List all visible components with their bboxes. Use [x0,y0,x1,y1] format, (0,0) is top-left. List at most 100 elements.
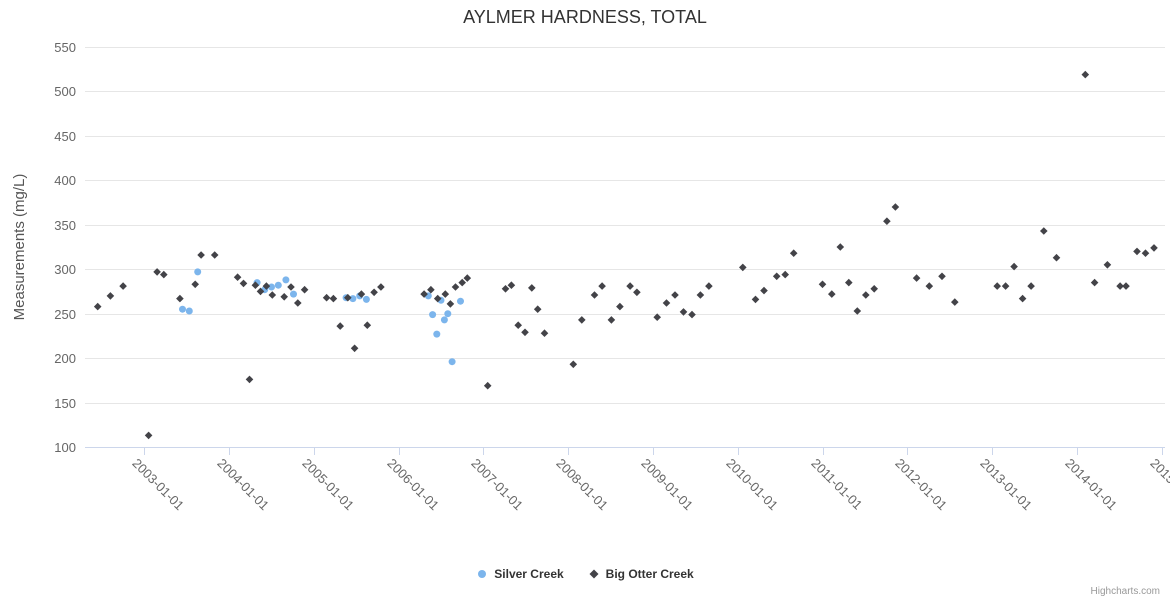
x-axis-tick-label: 2005-01-01 [299,456,357,514]
data-point-big-otter-creek [578,316,586,324]
data-point-big-otter-creek [836,243,845,251]
data-point-big-otter-creek [781,270,789,279]
data-point-big-otter-creek [1116,282,1124,290]
data-point-big-otter-creek [751,295,760,304]
data-point-big-otter-creek [1150,244,1158,252]
x-axis-tick-label: 2014-01-01 [1062,456,1120,514]
data-point-big-otter-creek [951,298,959,306]
legend: Silver Creek Big Otter Creek [0,567,1170,581]
y-axis-title: Measurements (mg/L) [11,174,28,321]
data-point-big-otter-creek [598,282,606,290]
data-point-big-otter-creek [210,251,219,259]
data-point-big-otter-creek [533,305,542,313]
data-point-big-otter-creek [1052,253,1061,262]
data-point-big-otter-creek [993,282,1001,290]
data-point-big-otter-creek [845,278,853,287]
data-point-big-otter-creek [1040,227,1048,235]
data-point-silver-creek [457,297,464,305]
data-point-big-otter-creek [912,274,921,282]
x-axis-tick-label: 2008-01-01 [553,456,611,514]
x-axis-tick-label: 2003-01-01 [129,456,187,514]
data-point-big-otter-creek [688,310,696,319]
data-point-big-otter-creek [344,293,352,302]
y-axis-tick-label: 250 [54,307,76,322]
credits-link[interactable]: Highcharts.com [1090,586,1160,597]
data-point-big-otter-creek [626,282,634,290]
data-point-big-otter-creek [696,291,705,299]
data-point-big-otter-creek [1081,70,1090,79]
data-point-big-otter-creek [870,285,878,293]
data-point-big-otter-creek [153,268,161,276]
chart-title: AYLMER HARDNESS, TOTAL [463,7,707,27]
data-point-big-otter-creek [350,344,359,353]
x-axis-tick-label: 2004-01-01 [214,456,272,514]
data-point-silver-creek [282,276,290,284]
y-axis-tick-label: 350 [54,218,76,233]
data-point-big-otter-creek [433,294,442,303]
data-point-silver-creek [349,295,357,303]
data-point-big-otter-creek [662,299,671,307]
data-point-big-otter-creek [239,279,248,288]
data-point-big-otter-creek [451,283,460,291]
circle-marker-icon [478,570,487,578]
data-point-big-otter-creek [705,282,713,290]
data-point-big-otter-creek [1027,282,1035,290]
data-point-big-otter-creek [370,288,378,297]
data-point-silver-creek [268,283,275,291]
data-point-big-otter-creek [514,321,522,329]
x-axis-tick-label: 2015-01-01 [1147,456,1170,514]
data-point-big-otter-creek [245,375,254,384]
data-point-silver-creek [429,311,437,319]
data-point-big-otter-creek [569,360,578,369]
data-point-big-otter-creek [938,272,946,281]
data-point-big-otter-creek [501,285,510,293]
data-point-big-otter-creek [891,203,900,211]
data-point-silver-creek [444,310,452,318]
y-axis-tick-label: 550 [54,40,76,55]
x-axis-tick-label: 2013-01-01 [977,456,1035,514]
x-axis-tick-label: 2012-01-01 [892,456,950,514]
data-point-silver-creek [274,281,282,289]
data-point-big-otter-creek [789,249,798,257]
data-point-big-otter-creek [760,286,768,295]
data-point-silver-creek [448,358,456,366]
data-point-big-otter-creek [1122,282,1130,290]
data-point-big-otter-creek [818,280,827,289]
y-axis-tick-label: 450 [54,129,76,144]
data-point-big-otter-creek [336,322,344,330]
data-point-big-otter-creek [1001,282,1010,290]
data-point-big-otter-creek [1133,247,1141,256]
data-point-big-otter-creek [256,287,265,296]
data-point-big-otter-creek [1018,294,1027,303]
data-point-big-otter-creek [463,274,472,282]
data-point-big-otter-creek [671,291,679,299]
data-point-big-otter-creek [322,293,331,302]
data-point-big-otter-creek [1090,278,1099,287]
data-point-big-otter-creek [1141,249,1150,257]
legend-item-big-otter-creek[interactable]: Big Otter Creek [588,567,694,581]
y-axis-tick-label: 500 [54,84,76,99]
data-point-big-otter-creek [420,290,428,298]
data-point-silver-creek [362,295,370,303]
data-point-big-otter-creek [507,281,516,289]
y-axis-tick-label: 300 [54,262,76,277]
data-point-silver-creek [179,305,186,313]
data-point-big-otter-creek [160,270,168,279]
y-axis-tick-label: 200 [54,351,76,366]
data-point-big-otter-creek [268,291,277,299]
x-axis-tick-label: 2011-01-01 [808,456,865,513]
data-point-big-otter-creek [446,300,455,308]
legend-item-silver-creek[interactable]: Silver Creek [476,567,564,581]
x-axis-tick-label: 2006-01-01 [384,456,442,514]
x-axis-tick-label: 2007-01-01 [468,456,526,514]
data-point-big-otter-creek [287,283,295,291]
data-point-big-otter-creek [607,316,616,324]
data-point-silver-creek [185,307,193,315]
data-point-big-otter-creek [262,282,271,290]
data-point-big-otter-creek [176,294,184,303]
data-point-big-otter-creek [540,329,549,337]
data-point-big-otter-creek [521,328,529,337]
y-axis-tick-label: 100 [54,440,76,455]
